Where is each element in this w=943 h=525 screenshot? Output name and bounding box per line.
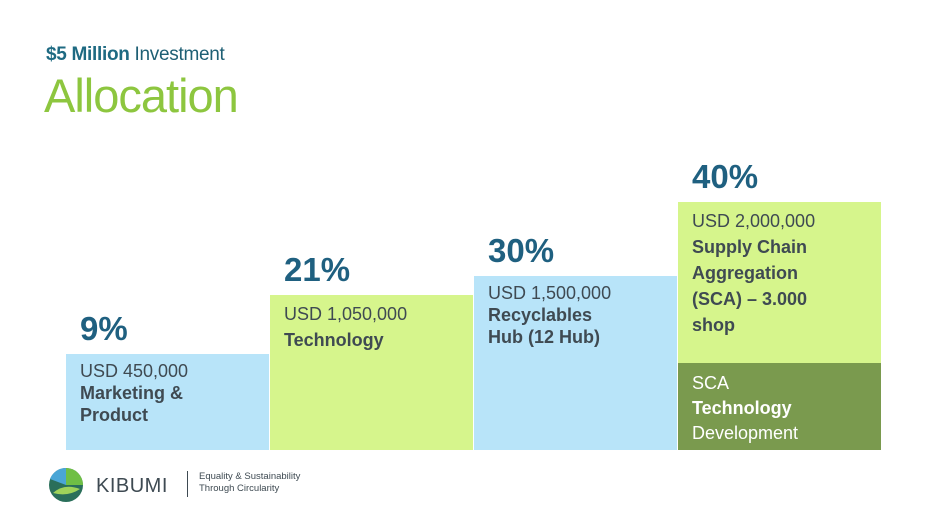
allocation-amount: USD 450,000 — [80, 361, 189, 381]
footer-divider — [187, 471, 188, 497]
allocation-label: Technology — [284, 330, 384, 350]
subtitle: $5 Million Investment — [46, 44, 225, 66]
subtitle-amount: $5 Million — [46, 44, 130, 65]
kibumi-leaf-logo-icon — [49, 467, 83, 502]
sca-segment-text: Technology — [692, 398, 792, 418]
allocation-label: Hub (12 Hub) — [488, 327, 600, 347]
allocation-bar: USD 1,050,000 Technology — [270, 295, 473, 450]
page-title: Allocation — [44, 69, 239, 122]
allocation-label: (SCA) – 3.000 — [692, 289, 808, 309]
allocation-label: Supply Chain — [692, 237, 808, 257]
sca-technology-segment: SCA Technology Development — [678, 363, 881, 450]
sca-segment-text: SCA — [692, 373, 730, 393]
allocation-percent: 30% — [488, 232, 555, 269]
allocation-amount: USD 2,000,000 — [692, 211, 816, 231]
allocation-percent: 9% — [80, 310, 128, 347]
allocation-percent: 40% — [692, 158, 759, 195]
allocation-label: Marketing & — [80, 383, 184, 403]
tagline-line-1: Equality & Sustainability — [199, 471, 301, 482]
allocation-percent: 21% — [284, 251, 351, 288]
allocation-amount: USD 1,500,000 — [488, 283, 612, 303]
allocation-label: shop — [692, 315, 735, 335]
tagline: Equality & Sustainability Through Circul… — [199, 471, 300, 495]
allocation-label: Aggregation — [692, 263, 798, 283]
allocation-label: Product — [80, 405, 149, 425]
subtitle-rest: Investment — [129, 44, 225, 65]
allocation-amount: USD 1,050,000 — [284, 304, 408, 324]
sca-segment-text: Development — [692, 423, 799, 443]
allocation-bar: USD 1,500,000 Recyclables Hub (12 Hub) — [474, 276, 677, 450]
allocation-bar: USD 450,000 Marketing & Product — [66, 354, 269, 450]
tagline-line-2: Through Circularity — [199, 483, 280, 494]
allocation-label: Recyclables — [488, 305, 593, 325]
brand-name: KIBUMI — [96, 475, 168, 497]
